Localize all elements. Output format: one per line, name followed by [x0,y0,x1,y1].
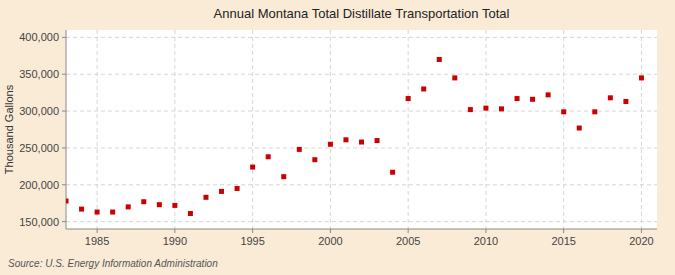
point [219,189,224,194]
grid-line-x [97,30,98,229]
tick-x [641,229,642,233]
tick-y [62,111,66,112]
tick-y [62,184,66,185]
tick-label-x: 1995 [240,235,264,247]
point [452,75,457,80]
point [468,107,473,112]
point [639,75,644,80]
tick-y [62,37,66,38]
point [592,109,597,114]
tick-x [97,229,98,233]
plot-background [66,30,657,229]
tick-label-x: 2005 [396,235,420,247]
grid-line-y [66,221,657,222]
tick-label-x: 2000 [318,235,342,247]
grid-line-y [66,184,657,185]
grid-line-y [66,74,657,75]
grid-line-x [330,30,331,229]
grid-line-x [641,30,642,229]
tick-label-x: 2020 [629,235,653,247]
grid-line-x [252,30,253,229]
point [141,199,146,204]
point [343,137,348,142]
point [328,142,333,147]
point [235,186,240,191]
title: Annual Montana Total Distillate Transpor… [214,6,510,21]
grid-line-y [66,37,657,38]
grid-line-y [66,111,657,112]
tick-label-x: 1990 [163,235,187,247]
grid-line-x [485,30,486,229]
tick-x [252,229,253,233]
point [483,106,488,111]
chart-container: 1985 1990 1995 2000 2005 2010 2015 2020 150,000 2… [0,0,675,275]
point [250,165,255,170]
point [421,86,426,91]
point [546,92,551,97]
point [623,99,628,104]
point [499,106,504,111]
background [0,0,675,275]
tick-label-x: 2015 [551,235,575,247]
point [110,210,115,215]
point [608,95,613,100]
point [515,96,520,101]
points [66,57,644,216]
point [203,195,208,200]
tick-label-y: 350,000 [19,68,59,80]
tick-x [485,229,486,233]
tick-label-x: 1985 [85,235,109,247]
tick-label-y: 250,000 [19,142,59,154]
y-axis-label: Thousand Gallons [3,84,15,174]
tick-x [563,229,564,233]
tick-y [62,74,66,75]
point [390,170,395,175]
x-axis-line [66,229,657,230]
point [281,174,286,179]
tick-x [408,229,409,233]
tick-label-x: 2010 [474,235,498,247]
grid-line-x [408,30,409,229]
tick-y [62,147,66,148]
point [188,211,193,216]
chart-svg: 1985 1990 1995 2000 2005 2010 2015 2020 150,000 2… [0,0,675,275]
point [126,204,131,209]
point [79,207,84,212]
point [266,154,271,159]
point [66,198,69,203]
point [561,109,566,114]
tick-x [174,229,175,233]
grid-line-x [174,30,175,229]
point [312,157,317,162]
point [359,140,364,145]
tick-label-y: 300,000 [19,105,59,117]
grid [66,30,657,229]
point [375,138,380,143]
tick-label-y: 150,000 [19,216,59,228]
point [530,97,535,102]
point [172,203,177,208]
axes: 1985 1990 1995 2000 2005 2010 2015 2020 150,000 2… [19,30,657,247]
point [577,126,582,131]
point [157,202,162,207]
point [437,57,442,62]
tick-x [330,229,331,233]
point [95,210,100,215]
tick-label-y: 400,000 [19,31,59,43]
tick-y [62,221,66,222]
source-note: Source: U.S. Energy Information Administ… [8,258,218,269]
grid-line-y [66,147,657,148]
grid-line-x [563,30,564,229]
point [297,147,302,152]
point [406,96,411,101]
tick-label-y: 200,000 [19,179,59,191]
